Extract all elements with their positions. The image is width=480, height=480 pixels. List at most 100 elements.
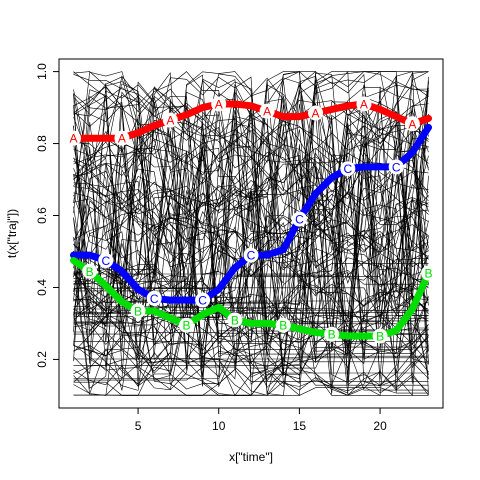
background-trajectory bbox=[73, 90, 429, 243]
background-trajectory bbox=[73, 142, 429, 396]
series-marker-a bbox=[66, 130, 82, 146]
x-tick-label: 5 bbox=[135, 419, 142, 433]
series-marker-label-b: B bbox=[424, 267, 432, 281]
series-marker-label-a: A bbox=[118, 132, 126, 146]
x-axis-label: x["time"] bbox=[229, 450, 273, 464]
background-trajectory bbox=[73, 115, 429, 395]
series-marker-b bbox=[130, 303, 146, 319]
background-trajectory bbox=[73, 152, 429, 391]
background-trajectory bbox=[73, 132, 429, 394]
series-marker-label-a: A bbox=[166, 114, 174, 128]
y-axis-label: t(x["traj"]) bbox=[5, 209, 19, 258]
y-tick-label: 1.0 bbox=[35, 63, 49, 80]
background-trajectory bbox=[73, 263, 429, 275]
background-trajectory bbox=[73, 96, 429, 394]
background-trajectory bbox=[73, 313, 429, 355]
series-marker-c bbox=[98, 252, 114, 268]
background-trajectory bbox=[73, 186, 429, 380]
background-trajectory bbox=[73, 71, 429, 375]
background-trajectory bbox=[73, 358, 429, 396]
series-marker-b bbox=[227, 312, 243, 328]
series-marker-label-b: B bbox=[279, 319, 287, 333]
background-trajectory bbox=[73, 316, 429, 332]
series-marker-label-a: A bbox=[70, 132, 78, 146]
background-trajectory bbox=[73, 81, 429, 397]
background-trajectory bbox=[73, 71, 429, 351]
series-marker-c bbox=[340, 161, 356, 177]
y-tick-label: 0.4 bbox=[35, 279, 49, 296]
series-marker-label-b: B bbox=[182, 319, 190, 333]
background-trajectory bbox=[73, 75, 429, 345]
series-marker-a bbox=[211, 96, 227, 112]
series-marker-c bbox=[195, 292, 211, 308]
background-trajectory bbox=[73, 77, 429, 345]
series-marker-a bbox=[114, 130, 130, 146]
background-trajectory bbox=[73, 372, 429, 396]
background-trajectory bbox=[73, 71, 429, 325]
background-trajectory bbox=[73, 75, 429, 384]
series-marker-label-a: A bbox=[360, 97, 368, 111]
background-trajectory bbox=[73, 84, 429, 341]
background-trajectory bbox=[73, 71, 429, 380]
series-marker-label-c: C bbox=[392, 160, 401, 174]
background-trajectory bbox=[73, 84, 429, 374]
series-marker-a bbox=[356, 96, 372, 112]
background-trajectory bbox=[73, 71, 429, 331]
series-marker-c bbox=[388, 159, 404, 175]
background-trajectory bbox=[73, 96, 429, 357]
series-marker-b bbox=[275, 317, 291, 333]
background-trajectory bbox=[73, 111, 429, 385]
series-marker-a bbox=[162, 112, 178, 128]
series-marker-label-c: C bbox=[198, 294, 207, 308]
series-marker-label-b: B bbox=[376, 330, 384, 344]
series-marker-b bbox=[178, 317, 194, 333]
background-trajectory bbox=[73, 113, 429, 388]
series-marker-label-c: C bbox=[295, 213, 304, 227]
series-marker-label-a: A bbox=[215, 97, 223, 111]
y-tick-label: 0.2 bbox=[35, 351, 49, 368]
series-marker-b bbox=[324, 326, 340, 342]
x-tick-label: 15 bbox=[293, 419, 307, 433]
background-trajectory bbox=[73, 269, 429, 322]
x-tick-label: 20 bbox=[373, 419, 387, 433]
background-trajectory bbox=[73, 79, 429, 289]
background-trajectory bbox=[73, 80, 429, 391]
series-marker-label-c: C bbox=[150, 292, 159, 306]
series-marker-label-b: B bbox=[134, 304, 142, 318]
background-trajectory bbox=[73, 72, 429, 368]
series-marker-a bbox=[308, 105, 324, 121]
series-marker-label-c: C bbox=[247, 249, 256, 263]
series-marker-label-a: A bbox=[263, 105, 271, 119]
series-marker-c bbox=[243, 247, 259, 263]
background-trajectory bbox=[73, 323, 429, 396]
series-marker-label-c: C bbox=[101, 254, 110, 268]
y-tick-label: 0.8 bbox=[35, 135, 49, 152]
series-marker-c bbox=[146, 290, 162, 306]
background-trajectory bbox=[73, 94, 429, 383]
background-trajectory bbox=[73, 182, 429, 380]
background-trajectory bbox=[73, 76, 429, 336]
y-tick-label: 0.6 bbox=[35, 207, 49, 224]
series-marker-label-c: C bbox=[343, 162, 352, 176]
series-marker-b bbox=[420, 265, 436, 281]
series-marker-b bbox=[372, 328, 388, 344]
background-trajectory bbox=[73, 150, 429, 391]
x-axis: 5 10 15 20 bbox=[135, 407, 387, 433]
background-trajectory bbox=[73, 74, 429, 368]
background-trajectories bbox=[73, 70, 429, 397]
background-trajectory bbox=[73, 343, 429, 379]
series-marker-a bbox=[259, 103, 275, 119]
series-marker-label-b: B bbox=[231, 313, 239, 327]
background-trajectory bbox=[73, 113, 429, 374]
series-marker-a bbox=[404, 116, 420, 132]
series-marker-label-a: A bbox=[312, 106, 320, 120]
series-marker-b bbox=[82, 263, 98, 279]
y-axis: 0.2 0.4 0.6 0.8 1.0 bbox=[35, 63, 60, 368]
series-marker-label-b: B bbox=[328, 328, 336, 342]
series-marker-label-a: A bbox=[408, 117, 416, 131]
background-trajectory bbox=[73, 365, 429, 386]
series-marker-c bbox=[291, 211, 307, 227]
series-marker-label-b: B bbox=[86, 265, 94, 279]
